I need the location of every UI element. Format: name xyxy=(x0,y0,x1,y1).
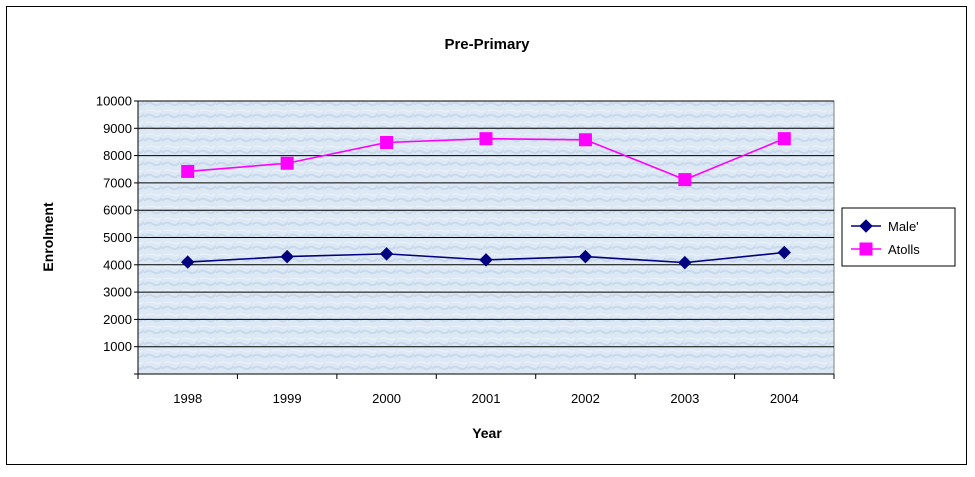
data-point xyxy=(380,135,394,149)
x-tick-label: 2003 xyxy=(670,391,699,406)
grid-lines xyxy=(134,100,834,375)
x-tick-label: 2001 xyxy=(472,391,501,406)
x-tick-label: 2002 xyxy=(571,391,600,406)
chart-title: Pre-Primary xyxy=(444,36,530,53)
data-point xyxy=(678,255,692,270)
data-point xyxy=(181,164,195,178)
series-layer xyxy=(181,132,791,270)
axes xyxy=(137,101,835,379)
y-tick-label: 8000 xyxy=(103,148,132,163)
y-tick-label: 2000 xyxy=(103,312,132,327)
data-point xyxy=(479,132,493,146)
y-tick-label: 9000 xyxy=(103,121,132,136)
legend-label: Atolls xyxy=(888,242,920,257)
y-axis-title: Enrolment xyxy=(40,202,56,272)
y-tick-label: 3000 xyxy=(103,285,132,300)
x-tick-labels: 1998 1999 2000 2001 2002 2003 2004 xyxy=(173,391,798,406)
x-tick-label: 2004 xyxy=(770,391,799,406)
y-tick-label: 10000 xyxy=(96,94,132,109)
data-point xyxy=(578,133,592,147)
series-male xyxy=(181,245,791,270)
y-tick-label: 7000 xyxy=(103,175,132,190)
legend-label: Male' xyxy=(888,219,919,234)
series-atolls xyxy=(181,132,791,187)
y-tick-label: 6000 xyxy=(103,203,132,218)
y-tick-labels: 1000 2000 3000 4000 5000 6000 7000 8000 9000 1000… xyxy=(96,94,132,355)
data-point xyxy=(678,173,692,187)
y-tick-label: 4000 xyxy=(103,257,132,272)
legend-box xyxy=(841,207,956,267)
x-tick-label: 2000 xyxy=(372,391,401,406)
data-point xyxy=(280,249,294,264)
x-tick-label: 1998 xyxy=(173,391,202,406)
data-point xyxy=(777,132,791,146)
data-point xyxy=(379,247,394,261)
data-point xyxy=(578,249,593,264)
data-point xyxy=(280,156,294,170)
x-tick-label: 1999 xyxy=(273,391,302,406)
data-point xyxy=(479,253,493,267)
legend-marker xyxy=(859,242,873,256)
data-point xyxy=(777,245,791,260)
y-tick-label: 1000 xyxy=(103,339,132,354)
legend-item: Male' xyxy=(851,219,919,234)
legend-marker xyxy=(859,219,873,233)
legend: Male' Atolls xyxy=(841,207,956,267)
legend-item: Atolls xyxy=(851,242,920,257)
data-point xyxy=(181,255,195,269)
x-axis-title: Year xyxy=(472,425,502,441)
y-tick-label: 5000 xyxy=(103,230,132,245)
